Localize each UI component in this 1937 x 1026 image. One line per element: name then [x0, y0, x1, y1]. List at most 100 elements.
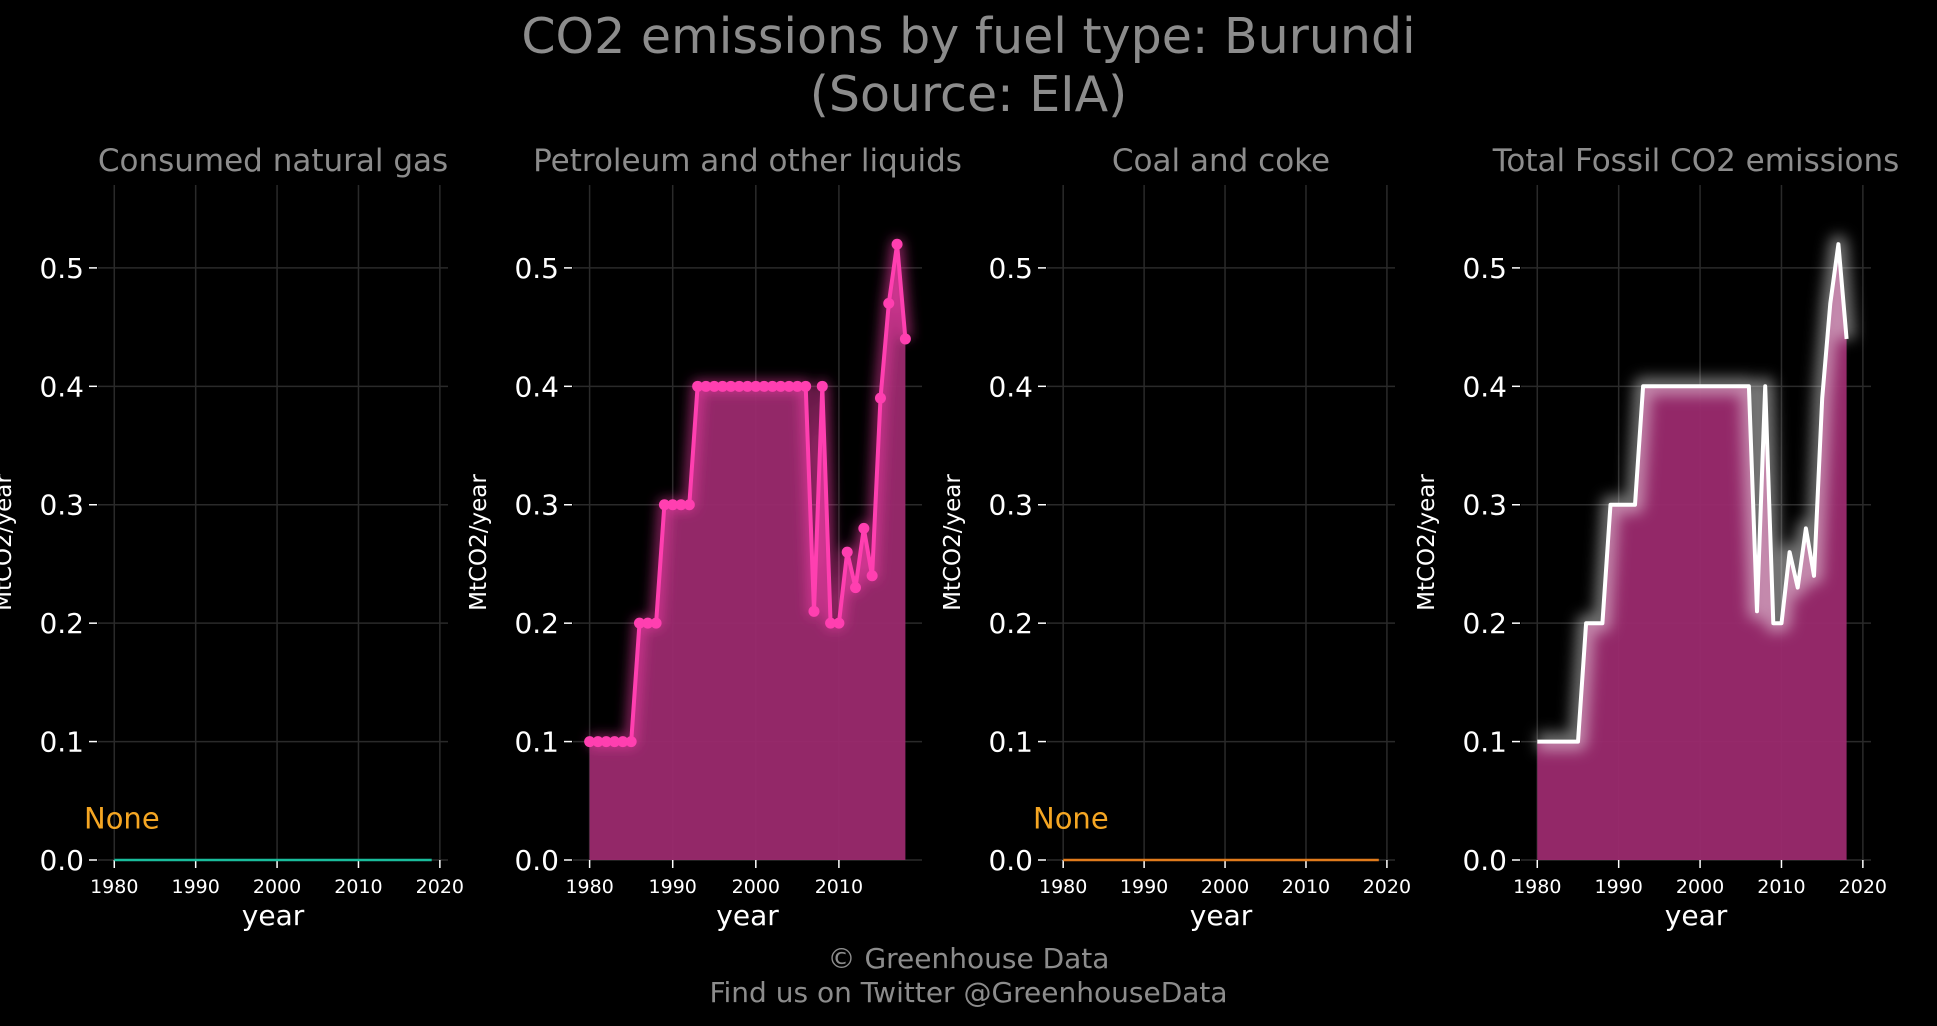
x-tick-label: 2020: [416, 876, 464, 898]
data-point: [808, 605, 820, 617]
data-point: [766, 380, 778, 392]
x-tick-label: 2000: [1201, 876, 1249, 898]
x-tick-label: 2020: [1363, 876, 1411, 898]
y-tick-label: 0.0: [988, 844, 1033, 877]
x-tick-label: 1990: [171, 876, 219, 898]
data-point: [600, 736, 612, 748]
y-tick-label: 0.2: [1462, 607, 1507, 640]
x-tick-label: 2000: [732, 876, 780, 898]
data-point: [783, 380, 795, 392]
data-point: [650, 617, 662, 629]
y-tick-label: 0.5: [1462, 252, 1507, 285]
x-tick-label: 1990: [649, 876, 697, 898]
data-point: [725, 380, 737, 392]
data-point: [891, 238, 903, 250]
data-point: [700, 380, 712, 392]
data-point: [750, 380, 762, 392]
y-tick-label: 0.1: [1462, 726, 1507, 759]
y-tick-label: 0.2: [988, 607, 1033, 640]
data-point: [858, 522, 870, 534]
y-tick-label: 0.4: [988, 370, 1033, 403]
x-axis-label: year: [242, 899, 305, 932]
x-axis-label: year: [1665, 899, 1728, 932]
data-point: [683, 499, 695, 511]
data-point: [733, 380, 745, 392]
y-tick-label: 0.2: [514, 607, 559, 640]
y-tick-label: 0.1: [988, 726, 1033, 759]
y-tick-label: 0.4: [1462, 370, 1507, 403]
x-tick-label: 1990: [1120, 876, 1168, 898]
y-tick-label: 0.0: [39, 844, 84, 877]
x-tick-label: 2000: [1676, 876, 1724, 898]
data-point: [592, 736, 604, 748]
title-line-2: (Source: EIA): [809, 66, 1128, 123]
panel-1: 0.0 0.1 0.2 0.3 0.4 0.5 1980 1990 2000 2010 2020 Co…: [0, 143, 464, 932]
x-axis-label: year: [1190, 899, 1253, 932]
y-tick-label: 0.1: [39, 726, 84, 759]
y-tick-label: 0.3: [514, 489, 559, 522]
data-point: [667, 499, 679, 511]
title-line-1: CO2 emissions by fuel type: Burundi: [521, 8, 1416, 65]
panel-4: 0.0 0.1 0.2 0.3 0.4 0.5 1980 1990 2000 2010 2020 To…: [1414, 143, 1899, 932]
data-point: [633, 617, 645, 629]
data-point: [883, 297, 895, 309]
x-tick-label: 1980: [565, 876, 613, 898]
x-tick-label: 1990: [1594, 876, 1642, 898]
y-tick-label: 0.4: [514, 370, 559, 403]
x-tick-label: 2010: [1282, 876, 1330, 898]
x-tick-label: 2010: [815, 876, 863, 898]
none-label: None: [1033, 802, 1109, 836]
data-point: [791, 380, 803, 392]
series-line: [1537, 242, 1849, 744]
data-point: [609, 736, 621, 748]
x-tick-label: 2010: [1757, 876, 1805, 898]
panel-title: Total Fossil CO2 emissions: [1492, 143, 1900, 179]
data-point: [833, 617, 845, 629]
footer-copyright: © Greenhouse Data: [827, 942, 1110, 975]
series-area: [1537, 244, 1847, 860]
data-point: [708, 380, 720, 392]
y-tick-label: 0.0: [1462, 844, 1507, 877]
data-point: [800, 380, 812, 392]
panel-title: Coal and coke: [1112, 143, 1330, 179]
data-point: [642, 617, 654, 629]
data-point: [874, 392, 886, 404]
data-point: [658, 499, 670, 511]
panel-2: 0.0 0.1 0.2 0.3 0.4 0.5 1980 1990 2000 2010 Petrol…: [466, 143, 962, 932]
y-tick-label: 0.0: [514, 844, 559, 877]
panel-title: Petroleum and other liquids: [533, 143, 962, 179]
y-axis-label: MtCO2/year: [940, 474, 966, 611]
y-tick-label: 0.1: [514, 726, 559, 759]
y-axis-label: MtCO2/year: [0, 474, 17, 611]
y-tick-label: 0.3: [988, 489, 1033, 522]
data-point: [825, 617, 837, 629]
data-point: [866, 570, 878, 582]
y-tick-label: 0.5: [39, 252, 84, 285]
y-tick-label: 0.5: [514, 252, 559, 285]
data-point: [850, 582, 862, 594]
x-axis-label: year: [716, 899, 779, 932]
data-point: [775, 380, 787, 392]
panel-title: Consumed natural gas: [98, 143, 448, 179]
x-tick-label: 2020: [1839, 876, 1887, 898]
panel-3: 0.0 0.1 0.2 0.3 0.4 0.5 1980 1990 2000 2010 2020 Co…: [940, 143, 1411, 932]
data-point: [742, 380, 753, 392]
y-axis-label: MtCO2/year: [466, 474, 492, 611]
y-tick-label: 0.3: [1462, 489, 1507, 522]
x-tick-label: 1980: [90, 876, 138, 898]
y-tick-label: 0.2: [39, 607, 84, 640]
series-area: [589, 244, 906, 860]
data-point: [758, 380, 770, 392]
y-tick-label: 0.4: [39, 370, 84, 403]
y-tick-label: 0.3: [39, 489, 84, 522]
x-tick-label: 2000: [253, 876, 301, 898]
data-point: [717, 380, 729, 392]
x-tick-label: 2010: [334, 876, 382, 898]
data-point: [692, 380, 704, 392]
none-label: None: [84, 802, 160, 836]
y-tick-label: 0.5: [988, 252, 1033, 285]
data-point: [625, 736, 637, 748]
footer: © Greenhouse Data Find us on Twitter @Gr…: [0, 942, 1937, 1010]
data-point: [617, 736, 629, 748]
